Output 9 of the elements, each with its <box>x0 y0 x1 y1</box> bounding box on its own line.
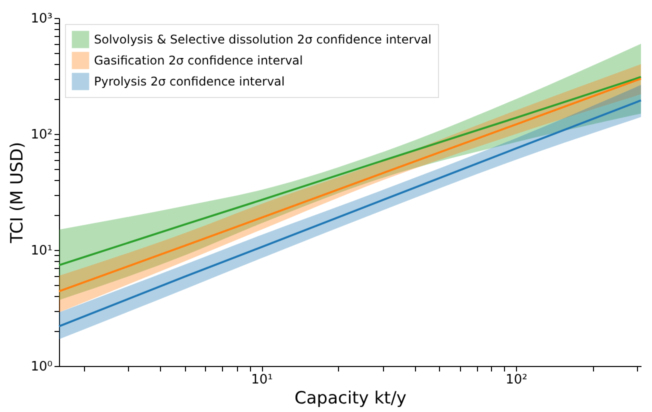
y-tick-label: 10¹ <box>30 244 52 258</box>
legend-label: Gasification 2σ confidence interval <box>94 54 303 68</box>
y-axis-title: TCI (M USD) <box>8 142 28 244</box>
legend-label: Pyrolysis 2σ confidence interval <box>94 74 285 88</box>
y-tick-label: 10² <box>30 128 52 142</box>
y-tick-label: 10³ <box>30 12 52 26</box>
y-tick-label: 10⁰ <box>30 360 52 374</box>
x-axis-title: Capacity kt/y <box>294 388 406 408</box>
legend-label: Solvolysis & Selective dissolution 2σ confidence interval <box>94 32 432 46</box>
